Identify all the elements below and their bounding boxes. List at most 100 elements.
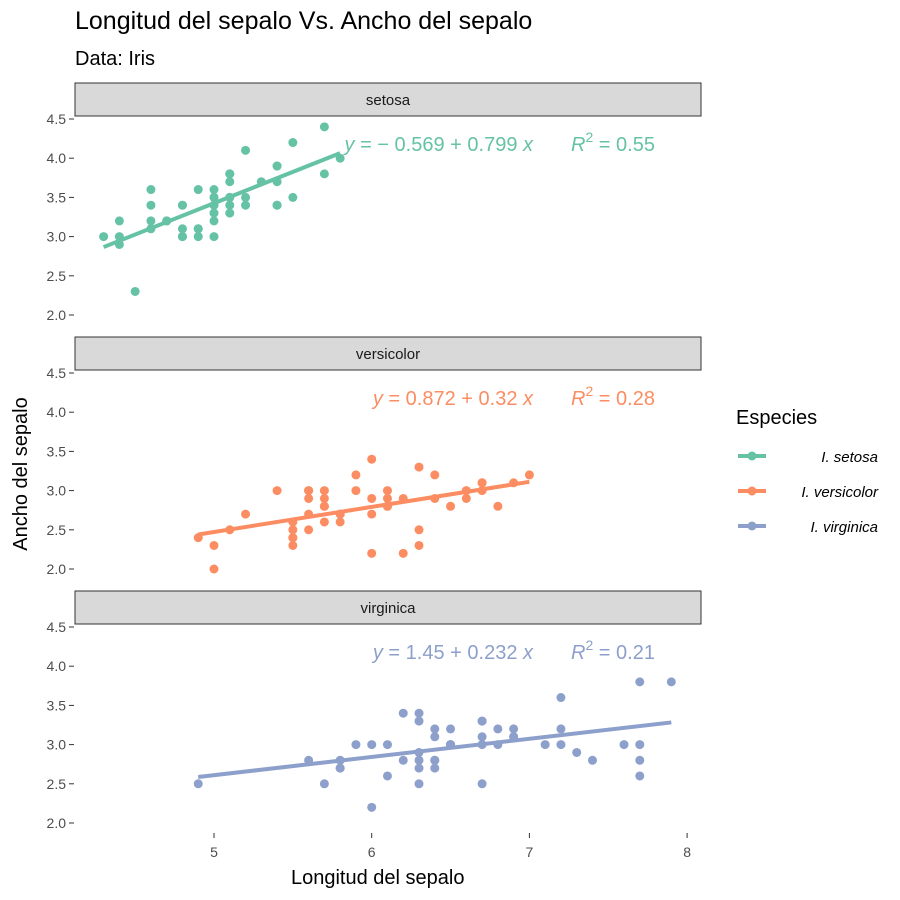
data-point [288, 517, 298, 527]
data-point [367, 740, 377, 750]
data-point [493, 740, 503, 750]
data-point [477, 732, 487, 742]
data-point [635, 740, 645, 750]
data-point [114, 216, 124, 226]
y-tick-label: 3.0 [47, 483, 67, 499]
data-point [304, 525, 314, 535]
legend-entry-label: I. setosa [821, 449, 878, 466]
data-point [430, 724, 440, 734]
data-point [414, 708, 424, 718]
data-point [398, 548, 408, 558]
data-point [272, 486, 282, 496]
data-point [272, 177, 282, 187]
regression-equation: y = 0.872 + 0.32 x [371, 388, 534, 410]
data-point [556, 724, 566, 734]
data-point [367, 493, 377, 503]
y-tick-label: 3.0 [47, 229, 67, 245]
facet-strip-label: virginica [360, 600, 416, 617]
y-tick-label: 3.5 [47, 443, 67, 459]
legend-key-point [747, 486, 757, 496]
data-point [288, 525, 298, 535]
data-point [382, 771, 392, 781]
data-point [146, 216, 156, 226]
data-point [288, 138, 298, 148]
x-axis-title: Longitud del sepalo [291, 867, 464, 889]
data-point [146, 185, 156, 195]
data-point [461, 486, 471, 496]
legend-key-point [747, 521, 757, 531]
data-point [430, 493, 440, 503]
data-point [209, 564, 219, 574]
data-point [319, 779, 329, 789]
data-point [193, 232, 203, 242]
data-point [619, 740, 629, 750]
data-point [335, 755, 345, 765]
y-tick-label: 2.0 [47, 561, 67, 577]
data-point [509, 724, 519, 734]
data-point [130, 286, 140, 296]
data-point [335, 763, 345, 773]
y-tick-label: 2.5 [47, 776, 67, 792]
data-point [367, 509, 377, 519]
r-squared-label: R2 = 0.21 [571, 637, 655, 664]
x-tick-label: 7 [526, 844, 534, 860]
data-point [225, 177, 235, 187]
data-point [382, 501, 392, 511]
data-point [209, 200, 219, 210]
y-tick-label: 3.5 [47, 697, 67, 713]
data-point [319, 493, 329, 503]
data-point [398, 755, 408, 765]
facet-strip [74, 82, 702, 117]
y-tick-label: 4.5 [47, 619, 67, 635]
facet-strip-label: versicolor [356, 346, 420, 363]
data-point [241, 145, 251, 155]
data-point [414, 716, 424, 726]
data-point [335, 509, 345, 519]
y-tick-label: 2.5 [47, 268, 67, 284]
facet-versicolor: versicolor 2.0 2.5 3.0 3.5 4.0 4.5 y = 0.872 + … [47, 336, 702, 577]
data-point [367, 802, 377, 812]
data-point [335, 153, 345, 163]
data-point [335, 517, 345, 527]
data-point [398, 708, 408, 718]
data-point [193, 224, 203, 234]
data-point [288, 540, 298, 550]
facet-virginica: virginica 2.0 2.5 3.0 3.5 4.0 4.5 y = 1.45 + 0.… [47, 590, 702, 831]
facet-strip-label: setosa [366, 92, 411, 109]
data-point [209, 208, 219, 218]
chart-title: Longitud del sepalo Vs. Ancho del sepalo [75, 7, 532, 35]
data-point [225, 200, 235, 210]
data-point [382, 486, 392, 496]
data-point [146, 224, 156, 234]
data-point [414, 755, 424, 765]
facet-strip [74, 590, 702, 625]
data-point [288, 192, 298, 202]
data-point [540, 740, 550, 750]
data-point [414, 763, 424, 773]
data-point [430, 755, 440, 765]
data-point [414, 525, 424, 535]
data-point [304, 486, 314, 496]
data-point [351, 470, 361, 480]
data-point [477, 716, 487, 726]
data-point [556, 740, 566, 750]
legend-key-point [747, 451, 757, 461]
y-tick-label: 2.0 [47, 815, 67, 831]
y-tick-label: 3.5 [47, 189, 67, 205]
data-point [587, 755, 597, 765]
facet-panels: setosa 2.0 2.5 3.0 3.5 4.0 4.5 y = − 0.569 + 0.… [47, 82, 702, 860]
y-tick-label: 4.0 [47, 150, 67, 166]
data-point [209, 232, 219, 242]
regression-line [197, 479, 530, 537]
data-point [477, 486, 487, 496]
data-point [209, 185, 219, 195]
data-point [319, 122, 329, 132]
data-point [382, 493, 392, 503]
data-point [319, 501, 329, 511]
legend-entry-label: I. versicolor [801, 484, 879, 501]
y-tick-label: 2.5 [47, 522, 67, 538]
r-squared-label: R2 = 0.28 [571, 383, 655, 410]
data-point [635, 771, 645, 781]
data-point [209, 216, 219, 226]
